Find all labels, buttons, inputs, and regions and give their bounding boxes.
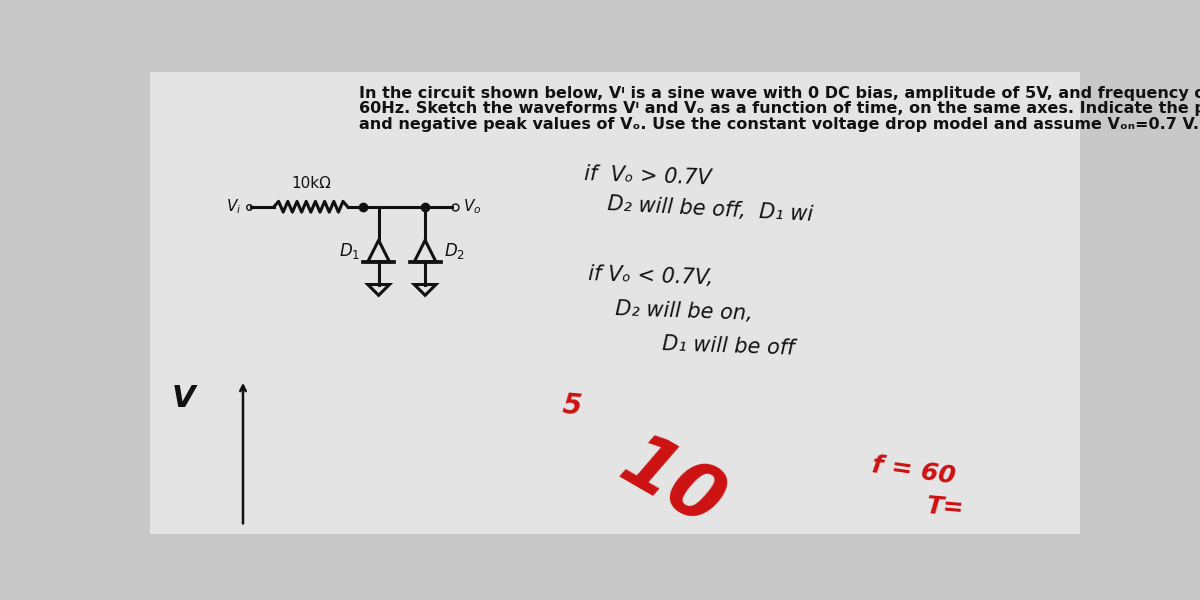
Text: f = 60: f = 60: [871, 453, 958, 488]
Text: 5: 5: [560, 392, 582, 421]
Text: V: V: [172, 384, 196, 413]
Text: D₁ will be off: D₁ will be off: [661, 334, 794, 358]
Text: $D_1$: $D_1$: [338, 241, 360, 261]
Text: if Vₒ < 0.7V,: if Vₒ < 0.7V,: [588, 265, 714, 289]
Text: $D_2$: $D_2$: [444, 241, 464, 261]
Text: if  Vₒ > 0.7V: if Vₒ > 0.7V: [584, 164, 712, 189]
Text: D₂ will be off,  D₁ wi: D₂ will be off, D₁ wi: [607, 194, 814, 224]
Text: 60Hz. Sketch the waveforms Vᴵ and Vₒ as a function of time, on the same axes. In: 60Hz. Sketch the waveforms Vᴵ and Vₒ as …: [359, 101, 1200, 116]
Text: D₂ will be on,: D₂ will be on,: [616, 299, 754, 324]
Text: 10kΩ: 10kΩ: [290, 176, 331, 191]
Text: T=: T=: [925, 494, 965, 521]
Text: $V_i$: $V_i$: [226, 197, 241, 216]
Text: and negative peak values of Vₒ. Use the constant voltage drop model and assume V: and negative peak values of Vₒ. Use the …: [359, 116, 1199, 131]
Text: 10: 10: [607, 426, 737, 544]
FancyBboxPatch shape: [150, 72, 1080, 534]
Text: $V_o$: $V_o$: [463, 197, 481, 216]
Text: In the circuit shown below, Vᴵ is a sine wave with 0 DC bias, amplitude of 5V, a: In the circuit shown below, Vᴵ is a sine…: [359, 86, 1200, 101]
